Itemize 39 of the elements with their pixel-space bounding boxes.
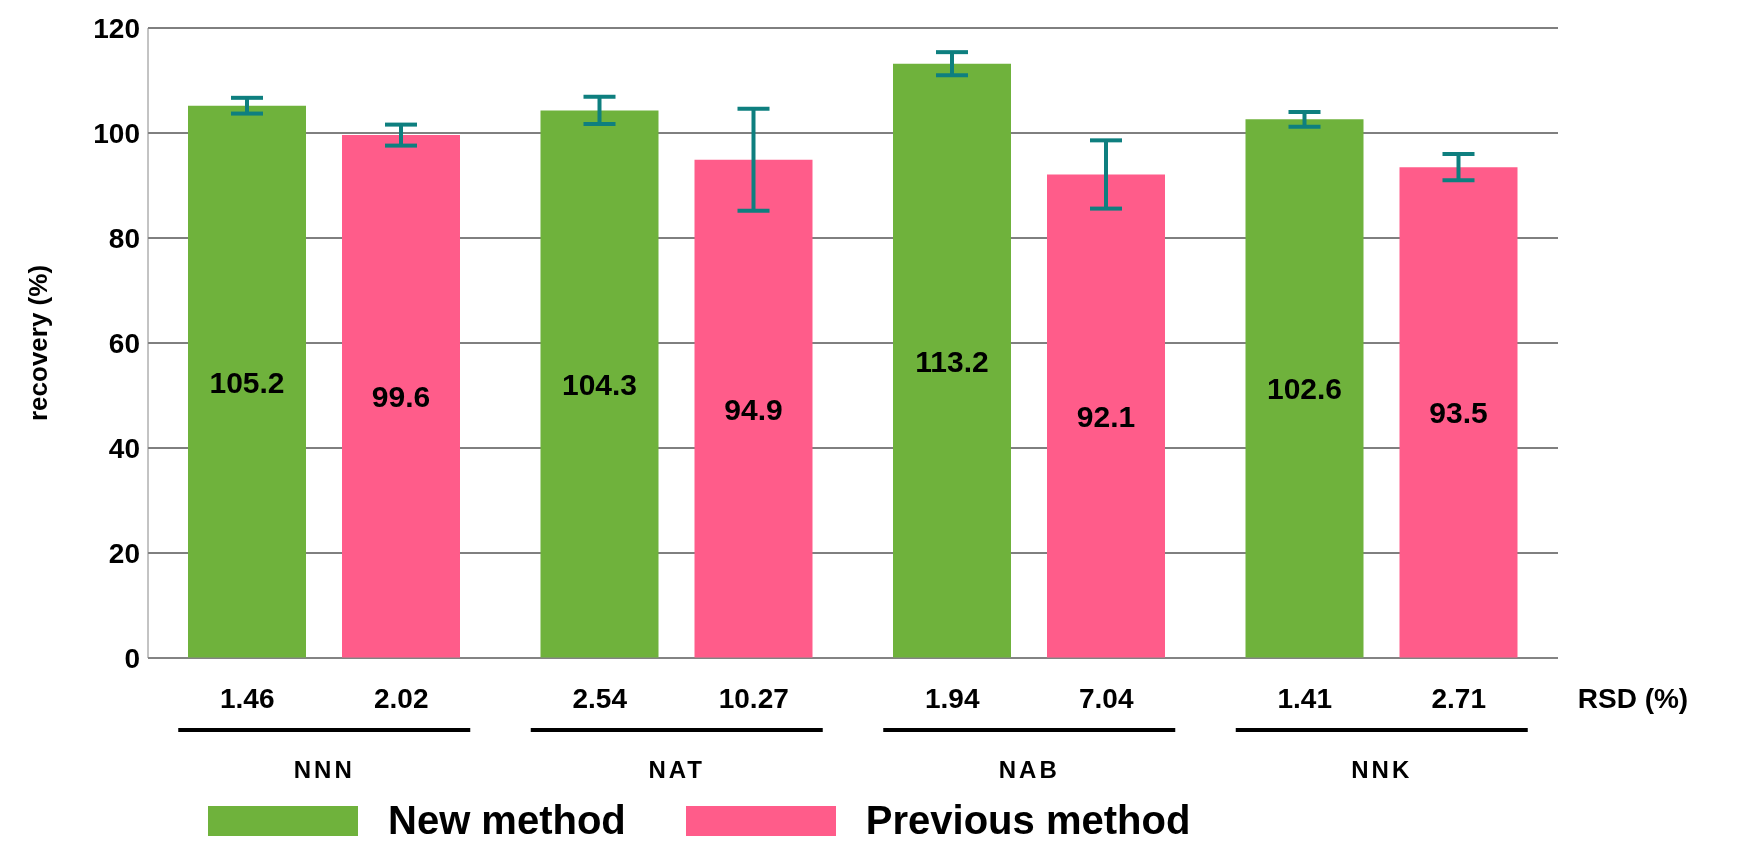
data-label: 93.5: [1429, 396, 1488, 430]
text: 2.71: [1431, 683, 1486, 714]
bar: [540, 110, 659, 658]
y-tick-label: 120: [93, 12, 140, 44]
x-tick-label: NAB: [998, 756, 1060, 783]
data-label: 92.1: [1076, 399, 1136, 433]
y-tick-label: 80: [108, 222, 140, 254]
text: 2.02: [374, 683, 429, 714]
y-tick-label: 0: [124, 642, 140, 674]
bar: [694, 159, 813, 658]
text: 1.41: [1277, 683, 1332, 714]
text: 1.46: [220, 683, 275, 714]
y-tick-label: 20: [108, 537, 140, 569]
x-tick-label: NAT: [648, 756, 706, 783]
data-label: 105.2: [209, 365, 285, 399]
bar: [1047, 174, 1165, 658]
bar: [1399, 167, 1518, 658]
data-label: 102.6: [1266, 372, 1343, 406]
bar: [188, 105, 306, 658]
x-tick-label: NNK: [1351, 756, 1413, 783]
data-label: 99.6: [371, 380, 431, 414]
y-tick-label: 100: [93, 117, 140, 149]
bar: [1245, 119, 1364, 658]
text: 1.94: [925, 683, 980, 714]
y-axis-title: recovery (%): [23, 264, 54, 422]
text: 7.04: [1079, 683, 1134, 714]
data-label: 94.9: [724, 392, 783, 426]
text: 10.27: [718, 683, 789, 714]
data-label: 113.2: [915, 344, 989, 378]
text: RSD (%): [1577, 683, 1689, 714]
y-tick-label: 60: [108, 327, 140, 359]
data-label: 104.3: [561, 367, 638, 401]
legend-label: Previous method: [865, 798, 1191, 843]
bar: [893, 63, 1011, 658]
y-tick-label: 40: [108, 432, 140, 464]
text: 2.54: [572, 683, 628, 714]
bar: [342, 135, 460, 658]
x-tick-label: NNN: [293, 756, 355, 783]
legend-label: New method: [388, 798, 626, 843]
